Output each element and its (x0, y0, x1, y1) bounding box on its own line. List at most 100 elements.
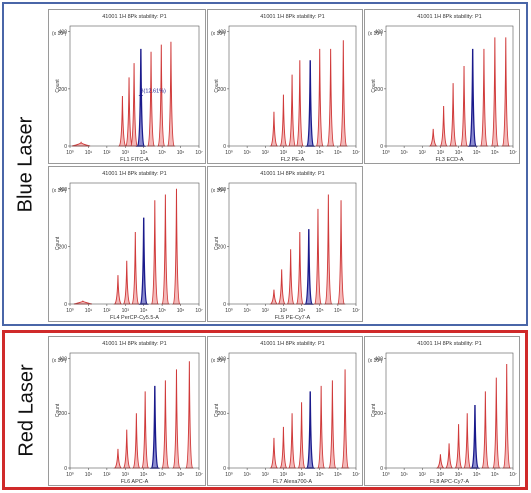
y-tick-label: 0 (223, 466, 226, 472)
x-tick-label: 10⁶ (177, 150, 185, 156)
histogram-peak (146, 51, 156, 147)
x-tick-label: 10⁰ (66, 472, 74, 478)
x-tick-label: 10⁶ (491, 472, 499, 478)
y-tick-label: 400 (59, 356, 68, 362)
x-tick-label: 10⁷ (195, 308, 203, 314)
y-tick-label: 400 (218, 30, 227, 36)
y-tick-label: 0 (223, 144, 226, 150)
histogram-panel-fl2: 41001 1H 8Pk stability: P1 (x 10¹) Count 0 2… (207, 9, 363, 164)
x-tick-label: 10⁰ (66, 308, 74, 314)
x-tick-label: 10⁷ (509, 150, 517, 156)
histogram-peak (336, 200, 346, 305)
histogram-peak (278, 94, 289, 147)
x-tick-label: 10¹ (244, 150, 252, 156)
x-tick-label: 10² (103, 472, 111, 478)
blue-laser-label: Blue Laser (14, 116, 37, 212)
y-multiplier-label: (x 10¹) (211, 31, 226, 37)
histogram-svg: 41001 1H 8Pk stability: P1 (x 10¹) Count 0 2… (52, 171, 203, 321)
y-multiplier-label: (x 10¹) (368, 358, 383, 364)
x-tick-label: 10¹ (85, 472, 93, 478)
histogram-peak (285, 249, 296, 305)
x-tick-label: 10³ (122, 308, 130, 314)
gated-peak (304, 391, 316, 469)
chart-title: 41001 1H 8Pk stability: P1 (260, 171, 325, 177)
x-tick-label: 10⁰ (382, 150, 390, 156)
histogram-peak (448, 83, 458, 147)
x-tick-label: 10⁶ (177, 472, 185, 478)
y-tick-label: 400 (218, 356, 227, 362)
histogram-peak (490, 37, 500, 147)
x-tick-label: 10² (262, 150, 270, 156)
histogram-peak (269, 289, 279, 305)
x-tick-label: 10⁵ (316, 150, 324, 156)
x-tick-label: 10⁷ (352, 150, 360, 156)
x-tick-label: 10⁵ (158, 472, 166, 478)
x-tick-label: 10⁵ (158, 150, 166, 156)
x-tick-label: 10⁷ (509, 472, 517, 478)
y-axis-label: Count (214, 79, 220, 93)
y-tick-label: 200 (375, 411, 384, 417)
x-tick-label: 10⁶ (334, 308, 342, 314)
y-tick-label: 400 (59, 30, 68, 36)
x-tick-label: 10² (103, 150, 111, 156)
y-axis-label: Count (55, 403, 61, 417)
x-tick-label: 10³ (122, 472, 130, 478)
x-tick-label: 10⁵ (316, 472, 324, 478)
x-tick-label: 10⁷ (195, 472, 203, 478)
x-tick-label: 10⁰ (382, 472, 390, 478)
x-tick-label: 10⁰ (225, 308, 233, 314)
histogram-peak (160, 380, 171, 469)
gated-peak (135, 48, 147, 147)
x-tick-label: 10³ (280, 150, 288, 156)
red-laser-label-box: Red Laser (5, 333, 49, 487)
x-tick-label: 10² (262, 308, 270, 314)
blue-laser-group: Blue Laser (2, 2, 528, 326)
y-tick-label: 400 (375, 356, 384, 362)
y-tick-label: 200 (59, 87, 68, 93)
histogram-peak (315, 48, 325, 147)
x-tick-label: 10⁷ (352, 308, 360, 314)
histogram-peak (459, 65, 469, 147)
y-tick-label: 0 (223, 302, 226, 308)
x-tick-label: 10⁶ (334, 150, 342, 156)
histogram-peak (325, 48, 336, 147)
histogram-peak (323, 194, 334, 305)
histogram-peak (73, 300, 92, 305)
histogram-peak (269, 111, 279, 147)
histogram-peak (444, 443, 454, 469)
gated-peak (149, 385, 161, 469)
histogram-peak (296, 402, 307, 469)
gate-annotation: B(12.61%) (140, 89, 166, 95)
x-tick-label: 10¹ (244, 472, 252, 478)
y-tick-label: 200 (218, 244, 227, 250)
histogram-peak (327, 380, 338, 469)
plot-area-frame (69, 352, 200, 469)
histogram-peak (269, 437, 279, 469)
histogram-svg: 41001 1H 8Pk stability: P1 (x 10¹) Count 0 2… (52, 14, 203, 163)
x-tick-label: 10⁵ (158, 308, 166, 314)
y-multiplier-label: (x 10¹) (52, 358, 67, 364)
histogram-peak (501, 37, 511, 147)
histogram-panel-fl8: 41001 1H 8Pk stability: P1 (x 10¹) Count 0 2… (364, 336, 520, 486)
x-tick-label: 10⁴ (298, 472, 306, 478)
histogram-peak (313, 208, 323, 305)
x-tick-label: 10¹ (85, 150, 93, 156)
histogram-peak (156, 44, 166, 147)
chart-title: 41001 1H 8Pk stability: P1 (417, 14, 482, 20)
y-axis-label: Count (55, 236, 61, 250)
histogram-peak (502, 363, 512, 469)
histogram-panel-fl5: 41001 1H 8Pk stability: P1 (x 10¹) Count 0 2… (207, 166, 363, 322)
histogram-svg: 41001 1H 8Pk stability: P1 (x 10¹) Count 0 2… (211, 341, 360, 485)
x-tick-label: 10³ (280, 308, 288, 314)
histogram-panel-fl1: 41001 1H 8Pk stability: P1 (x 10¹) Count 0 2… (48, 9, 206, 164)
plot-area-frame (69, 25, 200, 147)
y-tick-label: 0 (380, 144, 383, 150)
chart-title: 41001 1H 8Pk stability: P1 (417, 341, 482, 347)
histogram-peak (71, 141, 91, 147)
x-tick-label: 10⁵ (473, 472, 481, 478)
histogram-peak (150, 200, 160, 305)
histogram-peak (129, 63, 139, 147)
x-tick-label: 10⁶ (177, 308, 185, 314)
histogram-peak (122, 429, 132, 469)
x-tick-label: 10⁰ (225, 472, 233, 478)
